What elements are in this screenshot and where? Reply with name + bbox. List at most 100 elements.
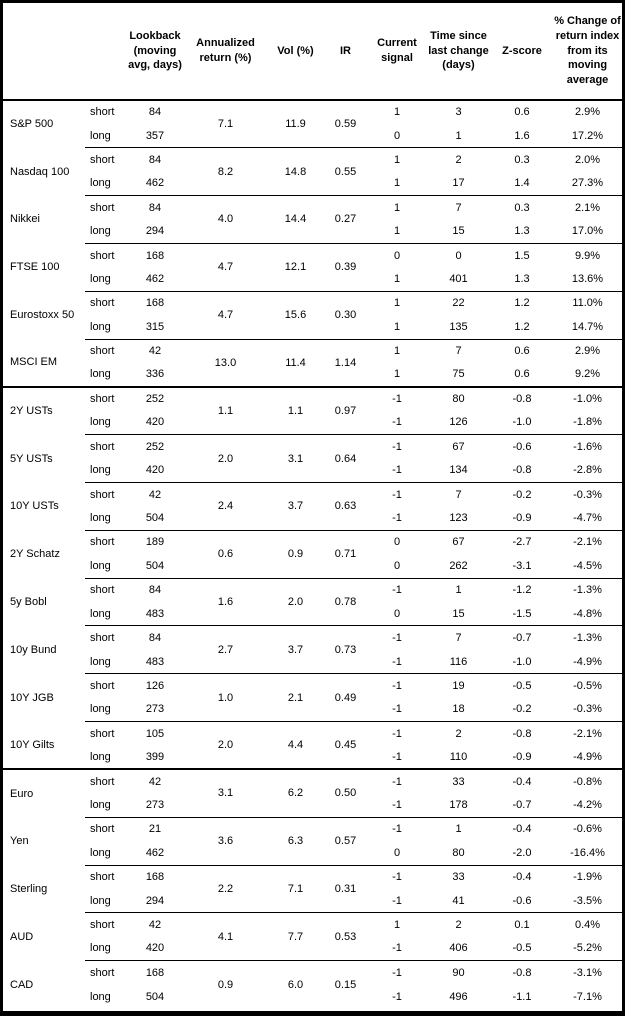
horizon-label: short — [85, 385, 127, 411]
lookback-value: 21 — [127, 816, 183, 842]
horizon-label: long — [90, 559, 111, 572]
time-since-value: 126 — [449, 416, 468, 429]
time-since-value: 2 — [426, 721, 491, 746]
pct-change-value: -0.3% — [553, 482, 622, 507]
asset-name: S&P 500 — [10, 118, 54, 131]
lookback-value: 294 — [145, 225, 165, 238]
signal-value: 1 — [368, 338, 426, 363]
vol-value: 6.2 — [268, 768, 323, 818]
time-since-value: 67 — [426, 434, 491, 459]
pct-change-value: -0.8% — [553, 768, 622, 794]
time-since-value: 496 — [449, 990, 468, 1003]
zscore-value: -0.6 — [491, 434, 553, 459]
vol-value: 3.7 — [268, 482, 323, 531]
horizon-label: long — [90, 846, 111, 859]
asset-name: 10Y Gilts — [10, 738, 55, 751]
asset-row-short: Euro short 42 3.1 6.2 0.50 -1 33 -0.4 -0.8% — [3, 768, 622, 818]
time-since-value: 116 — [449, 655, 468, 668]
zscore-value: -0.2 — [512, 703, 532, 716]
signal-value: -1 — [392, 464, 402, 477]
signal-value: 1 — [393, 106, 401, 119]
horizon-label: long — [90, 894, 111, 907]
time-since-value: 19 — [426, 673, 491, 698]
time-since-value: 1 — [426, 577, 491, 603]
horizon-label: long — [90, 703, 111, 716]
vol-value: 14.8 — [268, 147, 323, 196]
horizon-label: short — [85, 482, 127, 507]
vol-value: 2.1 — [268, 673, 323, 722]
signal-value: 0 — [393, 607, 401, 620]
asset-row-long: long 294 -1 41 -0.6 -3.5% — [3, 889, 622, 913]
zscore-value: -0.5 — [491, 673, 553, 698]
asset-row-short: 2Y USTs short 252 1.1 1.1 0.97 -1 80 -0.8 -1.0% — [3, 385, 622, 435]
lookback-value: 336 — [145, 368, 165, 381]
time-since-value: 7 — [426, 195, 491, 220]
asset-row-long: long 273 -1 178 -0.7 -4.2% — [3, 793, 622, 817]
pct-change-value: -2.1% — [553, 529, 622, 555]
signal-value: -1 — [392, 894, 402, 907]
signal-value: 0 — [368, 529, 426, 555]
signal-value: -1 — [392, 750, 402, 763]
lookback-value: 252 — [127, 385, 183, 411]
lookback-value: 42 — [127, 482, 183, 507]
signal-value: -1 — [368, 673, 426, 698]
asset-row-long: long 504 -1 496 -1.1 -7.1% — [3, 985, 622, 1009]
signal-value: 0 — [368, 242, 426, 268]
time-since-value: 262 — [449, 559, 468, 572]
lookback-value: 168 — [127, 960, 183, 985]
zscore-value: 1.3 — [514, 273, 530, 285]
horizon-label: long — [90, 416, 111, 429]
annualized-return-value: 4.0 — [183, 195, 268, 244]
header-asset — [3, 3, 85, 101]
asset-row-short: S&P 500 short 84 7.1 11.9 0.59 1 3 0.6 2.9% — [3, 100, 622, 130]
asset-name: MSCI EM — [10, 356, 58, 369]
horizon-label: long — [90, 368, 111, 381]
pct-change-value: -1.9% — [553, 864, 622, 889]
signal-value: 1 — [393, 368, 401, 381]
zscore-value: -2.0 — [512, 846, 532, 859]
signal-value: -1 — [392, 942, 402, 955]
lookback-value: 252 — [127, 434, 183, 459]
pct-change-value: -2.1% — [553, 721, 622, 746]
asset-row-short: 10Y JGB short 126 1.0 2.1 0.49 -1 19 -0.5 -0.5% — [3, 673, 622, 722]
table-body: S&P 500 short 84 7.1 11.9 0.59 1 3 0.6 2.9% long 35… — [3, 100, 622, 1009]
annualized-return-value: 1.6 — [183, 577, 268, 626]
ir-value: 0.73 — [323, 625, 368, 674]
annualized-return-value: 2.7 — [183, 625, 268, 674]
vol-value: 1.1 — [268, 385, 323, 435]
horizon-label: long — [90, 273, 111, 285]
zscore-value: -0.6 — [512, 894, 532, 907]
asset-row-long: long 273 -1 18 -0.2 -0.3% — [3, 698, 622, 722]
asset-name: Eurostoxx 50 — [10, 309, 75, 322]
ir-value: 0.49 — [323, 673, 368, 722]
lookback-value: 420 — [145, 464, 165, 477]
vol-value: 15.6 — [268, 290, 323, 340]
zscore-value: 1.6 — [514, 129, 530, 142]
horizon-label: short — [85, 147, 127, 172]
horizon-label: long — [90, 798, 111, 811]
pct-change-value: -1.3% — [553, 577, 622, 603]
zscore-value: -0.4 — [491, 768, 553, 794]
lookback-value: 420 — [145, 416, 165, 429]
pct-change-value: -2.8% — [573, 464, 602, 477]
horizon-label: short — [85, 625, 127, 650]
signal-value: -1 — [392, 512, 402, 525]
vol-value: 4.4 — [268, 721, 323, 770]
lookback-value: 462 — [145, 177, 165, 190]
horizon-label: short — [85, 912, 127, 937]
vol-value: 0.9 — [268, 529, 323, 579]
zscore-value: 0.6 — [491, 338, 553, 363]
horizon-label: short — [85, 864, 127, 889]
asset-row-short: Yen short 21 3.6 6.3 0.57 -1 1 -0.4 -0.6% — [3, 816, 622, 865]
signal-value: 1 — [393, 273, 401, 285]
lookback-value: 42 — [127, 912, 183, 937]
lookback-value: 273 — [145, 703, 165, 716]
annualized-return-value: 1.1 — [183, 385, 268, 435]
time-since-value: 15 — [452, 607, 465, 620]
time-since-value: 1 — [455, 129, 462, 142]
asset-row-long: long 420 -1 406 -0.5 -5.2% — [3, 937, 622, 961]
zscore-value: 1.3 — [514, 225, 530, 238]
time-since-value: 7 — [426, 338, 491, 363]
zscore-value: -0.7 — [491, 625, 553, 650]
